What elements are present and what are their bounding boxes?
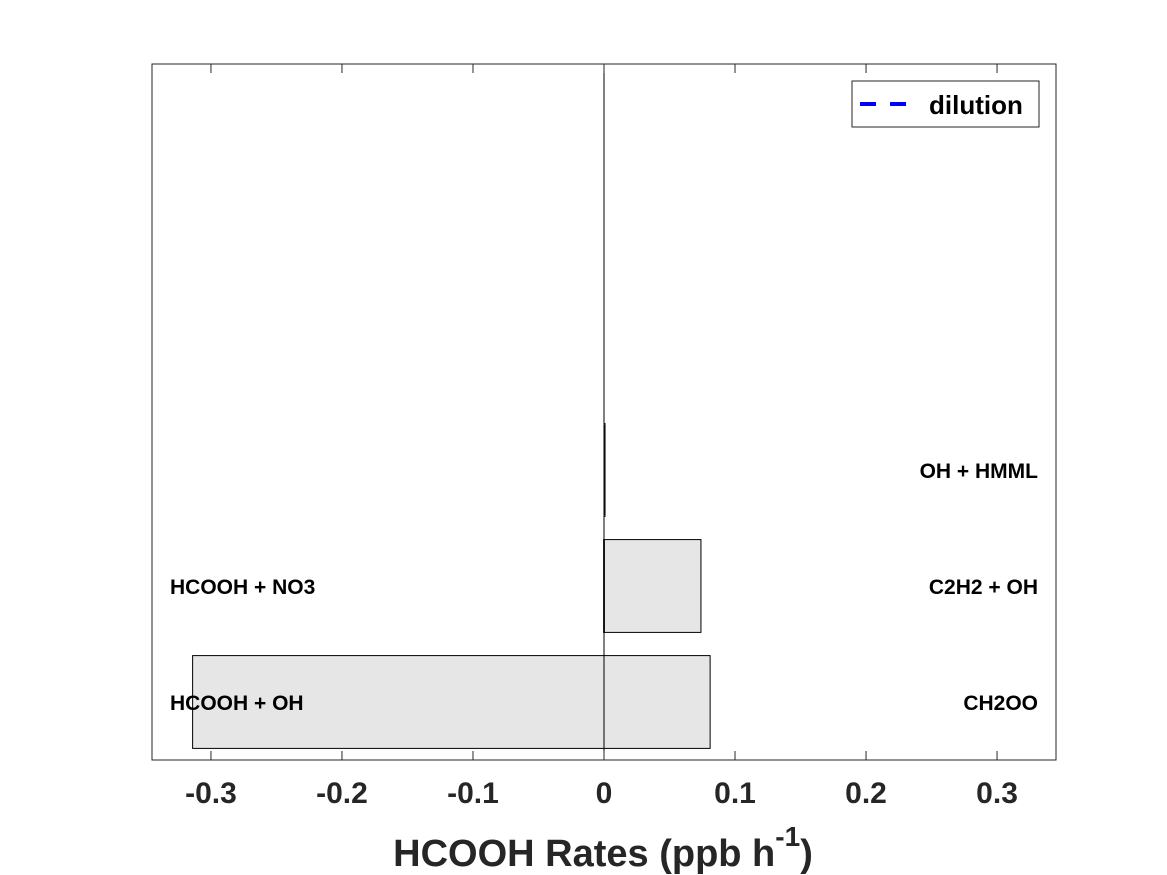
x-tick-label: -0.2 — [316, 777, 368, 810]
x-axis-label: HCOOH Rates (ppb h-1) — [393, 821, 813, 875]
bar-positive-1 — [603, 655, 711, 749]
bar-label-negative-2: HCOOH + NO3 — [170, 576, 315, 599]
x-tick-label: -0.3 — [185, 777, 237, 810]
legend: dilution — [851, 80, 1040, 128]
bar-label-positive-2: C2H2 + OH — [929, 576, 1038, 599]
x-tick-label: 0 — [596, 777, 613, 810]
bar-positive-2 — [603, 539, 702, 633]
legend-dilution-label: dilution — [929, 90, 1023, 120]
bar-label-negative-1: HCOOH + OH — [170, 692, 304, 715]
legend-box — [851, 80, 1040, 128]
x-tick-label: 0.1 — [714, 777, 756, 810]
x-tick-label: 0.2 — [845, 777, 887, 810]
x-ticks-layer: -0.3 -0.2 -0.1 0 0.1 0.2 0.3 — [185, 64, 1018, 810]
bar-labels-layer: CH2OO HCOOH + OH C2H2 + OH HCOOH + NO3 OH + … — [170, 460, 1038, 715]
x-tick-label: -0.1 — [447, 777, 499, 810]
x-tick-label: 0.3 — [976, 777, 1018, 810]
bar-label-positive-1: CH2OO — [963, 692, 1038, 715]
bars-layer — [192, 423, 711, 749]
bar-label-positive-3: OH + HMML — [920, 460, 1039, 483]
bar-negative-1 — [192, 655, 605, 749]
